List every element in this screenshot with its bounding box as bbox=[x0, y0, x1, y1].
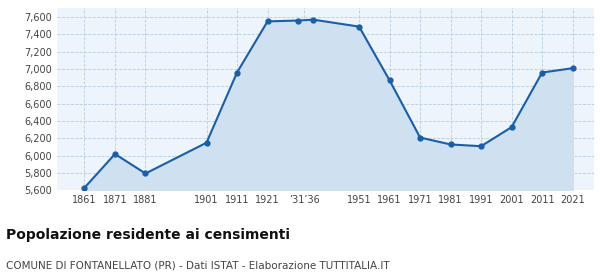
Text: COMUNE DI FONTANELLATO (PR) - Dati ISTAT - Elaborazione TUTTITALIA.IT: COMUNE DI FONTANELLATO (PR) - Dati ISTAT… bbox=[6, 260, 389, 270]
Text: Popolazione residente ai censimenti: Popolazione residente ai censimenti bbox=[6, 228, 290, 242]
